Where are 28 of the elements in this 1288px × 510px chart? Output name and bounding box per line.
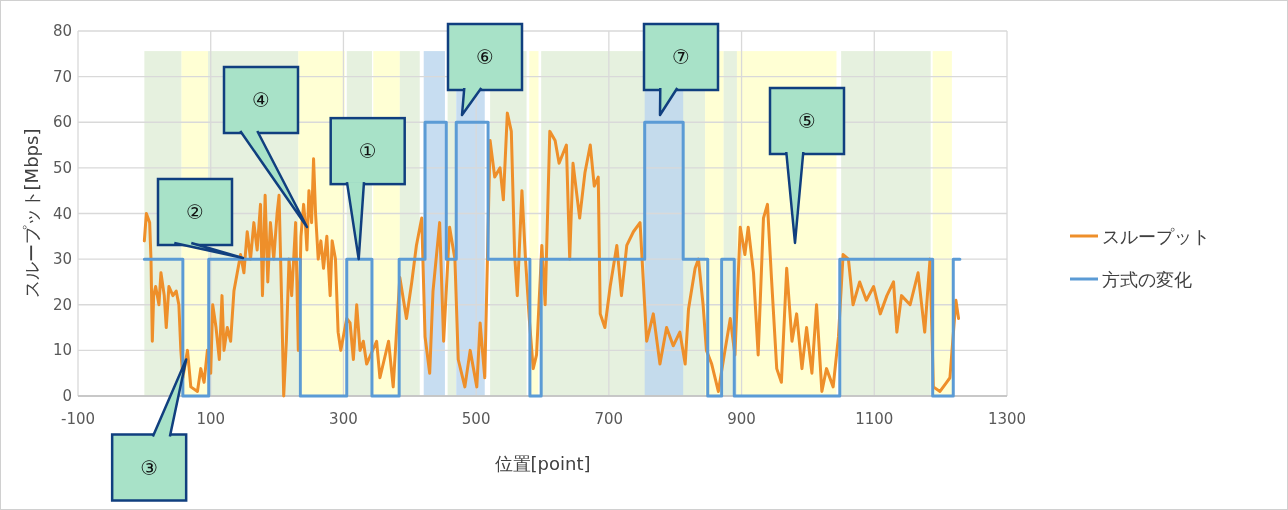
x-tick-label: 1100 (855, 410, 894, 428)
x-axis-title: 位置[point] (494, 453, 591, 474)
annotation: ① (358, 139, 377, 164)
y-tick-label: 30 (52, 250, 72, 269)
legend-label: スループット (1102, 225, 1210, 247)
x-tick-label: -100 (60, 410, 96, 428)
y-tick-label: 60 (52, 113, 72, 132)
legend-label: 方式の変化 (1102, 268, 1192, 290)
y-tick-label: 50 (52, 158, 72, 177)
y-tick-label: 70 (52, 67, 72, 86)
y-tick-label: 0 (62, 387, 72, 405)
x-tick-label: 900 (727, 410, 756, 428)
x-tick-label: 500 (461, 410, 491, 428)
annotation: ⑤ (798, 109, 816, 133)
y-tick-label: 40 (52, 204, 72, 223)
x-tick-label: 1300 (987, 410, 1027, 428)
annotation: ④ (252, 88, 270, 112)
y-axis-title: スループット[Mbps] (21, 128, 42, 299)
x-tick-label: 100 (196, 410, 226, 428)
y-tick-label: 80 (52, 22, 72, 40)
x-tick-label: 300 (329, 410, 358, 428)
y-tick-label: 10 (52, 341, 72, 360)
x-tick-label: 700 (594, 410, 624, 428)
annotation: ③ (140, 455, 159, 480)
annotation: ② (186, 200, 204, 224)
annotation: ⑦ (672, 45, 690, 69)
annotation: ⑥ (476, 45, 494, 69)
y-tick-label: 20 (52, 295, 72, 314)
